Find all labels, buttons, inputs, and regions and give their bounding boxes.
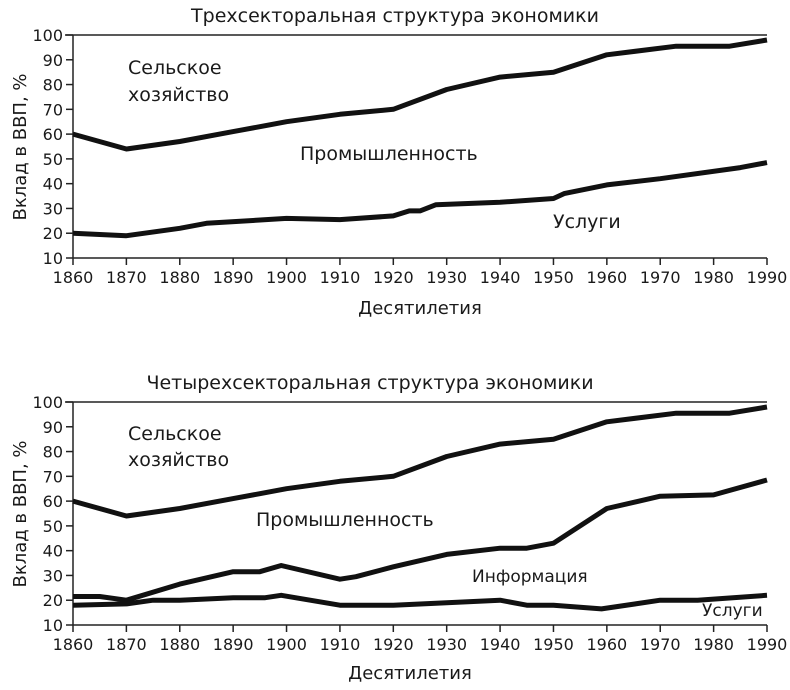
chart-title: Трехсекторальная структура экономики xyxy=(190,5,599,27)
y-tick-label: 50 xyxy=(43,517,63,536)
chart-title: Четырехсекторальная структура экономики xyxy=(146,372,593,394)
boundary-line xyxy=(72,160,768,239)
x-tick-label: 1960 xyxy=(586,268,627,287)
y-tick-label: 20 xyxy=(43,224,63,243)
label-agriculture-line2: хозяйство xyxy=(128,84,229,106)
x-tick-label: 1930 xyxy=(426,268,467,287)
label-agriculture-line2: хозяйство xyxy=(128,449,229,471)
y-axis-title: Вклад в ВВП, % xyxy=(10,73,31,220)
x-axis-title: Десятилетия xyxy=(358,298,482,319)
three-sector-chart: Трехсекторальная структура экономики 10 2… xyxy=(0,0,790,330)
x-tick-label: 1940 xyxy=(480,268,521,287)
four-sector-chart: Четырехсекторальная структура экономики … xyxy=(0,366,790,686)
label-services: Услуги xyxy=(553,211,621,233)
y-tick-label: 60 xyxy=(43,492,63,511)
x-tick-label: 1880 xyxy=(159,635,200,654)
x-tick-label: 1920 xyxy=(373,268,414,287)
y-tick-label: 80 xyxy=(43,443,63,462)
boundary-line xyxy=(72,37,768,152)
y-tick-label: 30 xyxy=(43,566,63,585)
boundary-line xyxy=(72,592,768,612)
y-tick-label: 20 xyxy=(43,591,63,610)
boundary-lines xyxy=(72,404,768,612)
x-tick-label: 1860 xyxy=(53,268,94,287)
x-tick-label: 1870 xyxy=(106,268,147,287)
x-tick-label: 1900 xyxy=(266,268,307,287)
y-tick-label: 60 xyxy=(43,125,63,144)
y-tick-label: 80 xyxy=(43,76,63,95)
label-agriculture-line1: Сельское xyxy=(128,57,222,79)
y-tick-label: 70 xyxy=(43,467,63,486)
x-tick-label: 1930 xyxy=(426,635,467,654)
x-tick-label: 1860 xyxy=(53,635,94,654)
axes: 10 20 30 40 50 60 70 80 90 100 1860 1870 1880 1890 190… xyxy=(32,393,787,654)
y-tick-label: 30 xyxy=(43,199,63,218)
boundary-line xyxy=(72,404,768,519)
y-tick-label: 40 xyxy=(43,542,63,561)
y-axis-title: Вклад в ВВП, % xyxy=(10,440,31,587)
y-tick-label: 10 xyxy=(43,616,63,635)
x-tick-label: 1920 xyxy=(373,635,414,654)
boundary-lines xyxy=(72,37,768,239)
x-axis-title: Десятилетия xyxy=(348,663,472,684)
x-tick-label: 1970 xyxy=(640,635,681,654)
label-industry: Промышленность xyxy=(300,143,478,165)
x-tick-label: 1890 xyxy=(213,635,254,654)
y-tick-label: 100 xyxy=(32,393,63,412)
boundary-line xyxy=(73,477,768,603)
label-services: Услуги xyxy=(702,601,763,621)
x-tick-label: 1910 xyxy=(320,635,361,654)
x-tick-label: 1990 xyxy=(747,268,788,287)
label-information: Информация xyxy=(472,567,588,587)
y-tick-label: 40 xyxy=(43,175,63,194)
x-tick-label: 1980 xyxy=(693,268,734,287)
y-tick-label: 10 xyxy=(43,249,63,268)
y-tick-label: 90 xyxy=(43,51,63,70)
chart-canvas: Трехсекторальная структура экономики 10 2… xyxy=(10,5,787,319)
x-tick-label: 1980 xyxy=(693,635,734,654)
y-tick-label: 90 xyxy=(43,418,63,437)
label-industry: Промышленность xyxy=(256,509,434,531)
x-tick-label: 1870 xyxy=(106,635,147,654)
label-agriculture-line1: Сельское xyxy=(128,423,222,445)
x-tick-label: 1940 xyxy=(480,635,521,654)
x-tick-label: 1970 xyxy=(640,268,681,287)
y-tick-label: 70 xyxy=(43,100,63,119)
axes: 10 20 30 40 50 60 70 80 90 100 1860 1870 1880 1890 190… xyxy=(32,26,787,287)
y-tick-label: 50 xyxy=(43,150,63,169)
chart-canvas: Четырехсекторальная структура экономики … xyxy=(10,372,787,684)
x-tick-label: 1910 xyxy=(320,268,361,287)
x-tick-label: 1950 xyxy=(533,268,574,287)
x-tick-label: 1990 xyxy=(747,635,788,654)
x-tick-label: 1960 xyxy=(586,635,627,654)
y-tick-label: 100 xyxy=(32,26,63,45)
x-tick-label: 1880 xyxy=(159,268,200,287)
x-tick-label: 1900 xyxy=(266,635,307,654)
x-tick-label: 1890 xyxy=(213,268,254,287)
x-tick-label: 1950 xyxy=(533,635,574,654)
